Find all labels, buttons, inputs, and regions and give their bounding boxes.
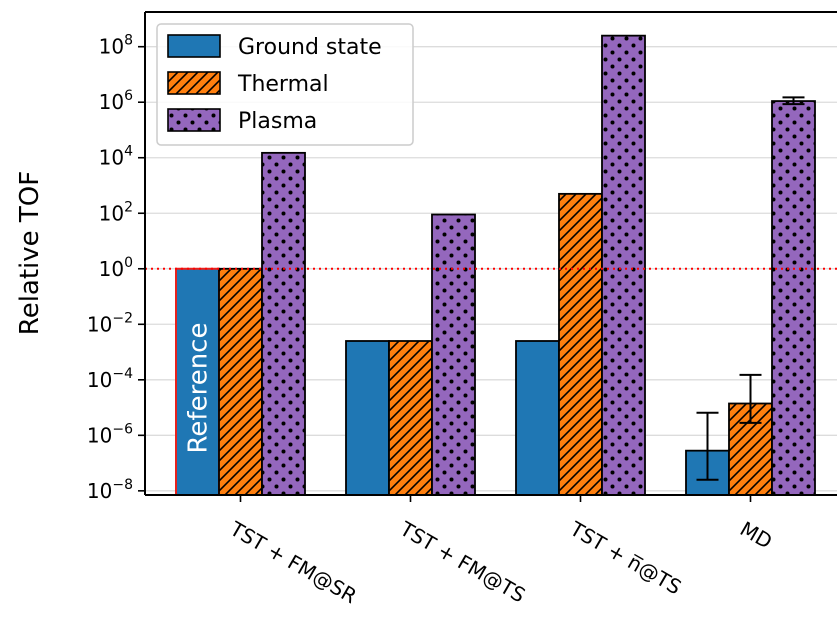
y-tick-label: 104 [99, 144, 133, 170]
y-tick-label: 108 [99, 33, 133, 59]
y-tick-label: 10−2 [87, 310, 133, 336]
legend-box [156, 23, 414, 146]
y-tick-label: 10−6 [87, 421, 133, 447]
x-tick-label: TST + n̅@TS [565, 516, 685, 599]
legend-label: Ground state [238, 35, 382, 60]
reference-label: Reference [184, 323, 214, 454]
bar-outline [601, 34, 646, 495]
x-tick-label: MD [736, 517, 776, 554]
y-tick-label: 10−4 [87, 366, 133, 392]
legend-label: Thermal [237, 72, 329, 97]
legend-swatch-outline [167, 108, 221, 132]
y-tick-label: 100 [99, 255, 133, 281]
bar-outline [431, 213, 476, 495]
bar-outline [261, 151, 306, 495]
y-tick-label: 102 [99, 199, 133, 225]
legend-swatch-outline [167, 71, 221, 95]
y-axis-title: Relative TOF [15, 171, 45, 335]
bar-hatch [559, 193, 602, 495]
legend-swatch-outline [167, 34, 221, 58]
x-tick-label: TST + FM@TS [395, 516, 529, 607]
bar-ground-state [516, 340, 559, 495]
bar-hatch [262, 152, 305, 495]
bar-hatch [772, 101, 815, 495]
bars: Reference [145, 34, 837, 495]
bar-hatch [432, 214, 475, 495]
bar-ground-state [176, 268, 219, 495]
legend-label: Plasma [238, 109, 317, 134]
legend-swatch-hatch [168, 109, 220, 131]
y-tick-label: 10−8 [87, 477, 133, 503]
bar-ground-state [346, 340, 389, 495]
bar-hatch [602, 35, 645, 495]
x-tick-label: TST + FM@SR [225, 516, 361, 608]
bar-hatch [389, 340, 432, 495]
y-tick-label: 106 [99, 88, 133, 114]
legend: Ground state Thermal Plasma [156, 23, 414, 146]
legend-swatch [168, 35, 220, 57]
legend-swatch-hatch [168, 72, 220, 94]
bar-hatch [219, 268, 262, 495]
